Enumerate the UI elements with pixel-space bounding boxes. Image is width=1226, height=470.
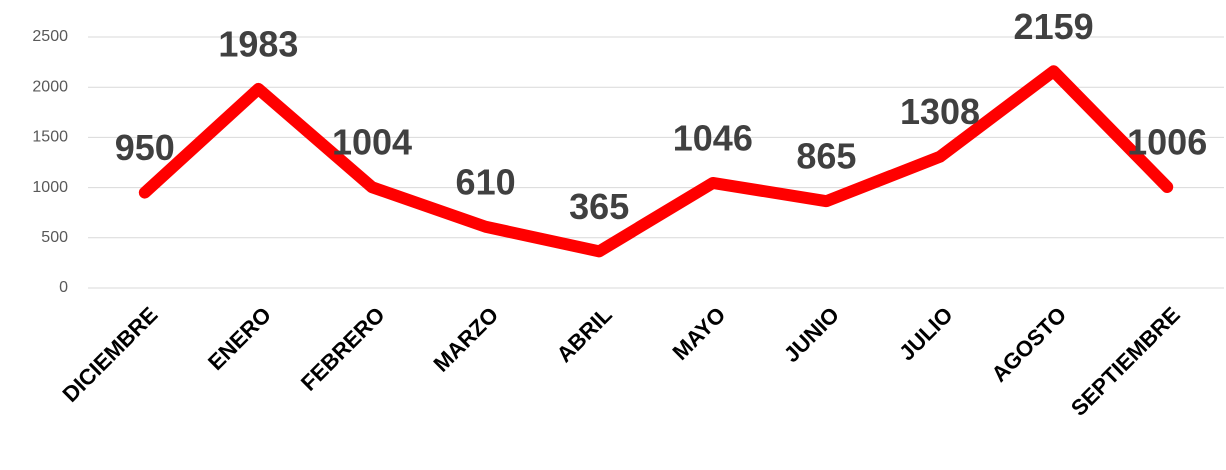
y-tick-label: 2500 <box>32 28 68 45</box>
data-label: 1046 <box>673 117 753 158</box>
data-label: 865 <box>796 136 856 177</box>
x-tick-label: SEPTIEMBRE <box>1066 302 1185 421</box>
data-label: 1983 <box>218 23 298 64</box>
x-tick-label: ABRIL <box>552 302 617 367</box>
x-tick-label: ENERO <box>203 302 276 375</box>
data-label: 950 <box>115 127 175 168</box>
x-tick-label: MARZO <box>429 302 504 377</box>
x-tick-label: MAYO <box>668 302 731 365</box>
data-label: 610 <box>456 161 516 202</box>
x-tick-label: JULIO <box>894 302 957 365</box>
x-tick-label: DICIEMBRE <box>57 302 162 407</box>
data-label: 1006 <box>1127 122 1207 163</box>
y-tick-label: 0 <box>59 279 68 296</box>
y-tick-label: 2000 <box>32 78 68 95</box>
data-label: 2159 <box>1014 6 1094 47</box>
x-tick-label: JUNIO <box>779 302 844 367</box>
data-label: 365 <box>569 186 629 227</box>
x-tick-label: FEBRERO <box>296 302 390 396</box>
data-label: 1308 <box>900 91 980 132</box>
line <box>138 65 1174 258</box>
y-tick-label: 500 <box>41 229 68 246</box>
x-tick-label: AGOSTO <box>986 302 1071 387</box>
y-tick-label: 1500 <box>32 129 68 146</box>
y-tick-label: 1000 <box>32 179 68 196</box>
data-label: 1004 <box>332 122 412 163</box>
